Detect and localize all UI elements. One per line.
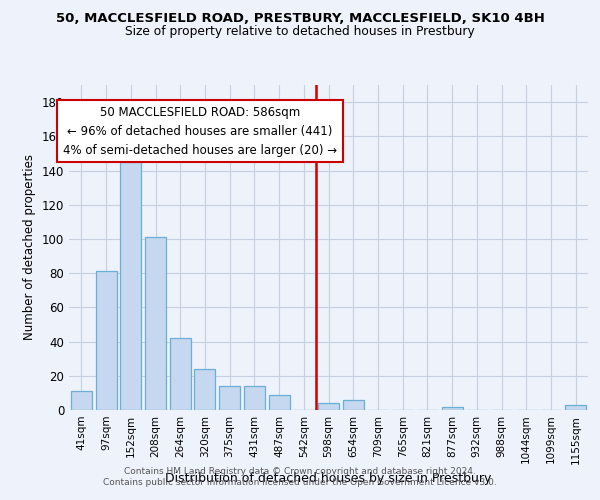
- Bar: [318, 403, 339, 410]
- Bar: [194, 369, 215, 410]
- Bar: [71, 391, 92, 410]
- Text: Contains public sector information licensed under the Open Government Licence v3: Contains public sector information licen…: [103, 478, 497, 487]
- Bar: [442, 406, 463, 410]
- Bar: [343, 400, 364, 410]
- Bar: [170, 338, 191, 410]
- Bar: [145, 237, 166, 410]
- Text: Contains HM Land Registry data © Crown copyright and database right 2024.: Contains HM Land Registry data © Crown c…: [124, 467, 476, 476]
- Text: 50 MACCLESFIELD ROAD: 586sqm
← 96% of detached houses are smaller (441)
4% of se: 50 MACCLESFIELD ROAD: 586sqm ← 96% of de…: [63, 106, 337, 156]
- Bar: [120, 162, 141, 410]
- Bar: [95, 272, 116, 410]
- Text: Size of property relative to detached houses in Prestbury: Size of property relative to detached ho…: [125, 25, 475, 38]
- X-axis label: Distribution of detached houses by size in Prestbury: Distribution of detached houses by size …: [166, 472, 491, 485]
- Bar: [565, 405, 586, 410]
- Bar: [269, 394, 290, 410]
- Bar: [219, 386, 240, 410]
- Bar: [244, 386, 265, 410]
- Text: 50, MACCLESFIELD ROAD, PRESTBURY, MACCLESFIELD, SK10 4BH: 50, MACCLESFIELD ROAD, PRESTBURY, MACCLE…: [56, 12, 544, 26]
- Y-axis label: Number of detached properties: Number of detached properties: [23, 154, 36, 340]
